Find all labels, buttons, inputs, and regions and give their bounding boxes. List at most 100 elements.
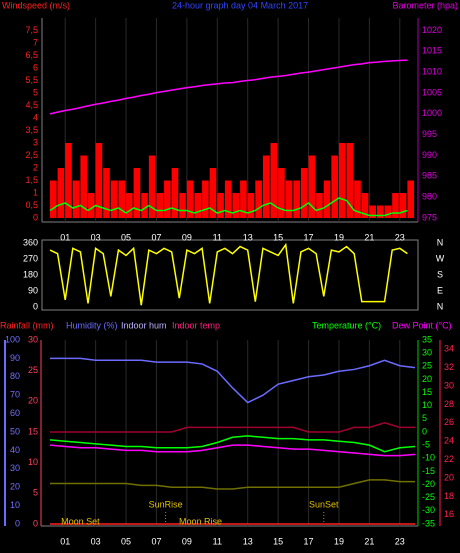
x-tick-label: 07 bbox=[151, 232, 161, 242]
bar bbox=[217, 193, 224, 218]
y-tick-label: 6 bbox=[33, 62, 38, 72]
x-tick-label: 21 bbox=[364, 536, 374, 546]
y-tick-label: 0 bbox=[33, 212, 38, 222]
bar bbox=[148, 155, 156, 218]
bar bbox=[186, 180, 194, 218]
series-line bbox=[49, 197, 408, 217]
x-tick-label: 15 bbox=[273, 536, 283, 546]
bar bbox=[369, 205, 376, 218]
bar bbox=[209, 168, 217, 218]
y-tick-label: 5 bbox=[33, 488, 38, 498]
bar bbox=[308, 155, 316, 218]
series-line bbox=[50, 479, 415, 490]
x-tick-label: 01 bbox=[60, 536, 70, 546]
y-tick-label: 10 bbox=[10, 500, 20, 510]
y-tick-label: 1010 bbox=[422, 67, 442, 77]
x-tick-label: 19 bbox=[334, 232, 344, 242]
y-tick-label: 4,5 bbox=[25, 100, 38, 110]
event-label: SunSet bbox=[309, 499, 339, 509]
x-tick-label: 13 bbox=[243, 536, 253, 546]
y-tick-label: 16 bbox=[444, 509, 454, 519]
x-tick-label: 03 bbox=[91, 536, 101, 546]
legend-label: Humidity (%) bbox=[66, 320, 118, 330]
y-tick-label: 40 bbox=[10, 445, 20, 455]
bar bbox=[57, 168, 65, 218]
x-tick-label: 13 bbox=[243, 232, 253, 242]
y-tick-label: 60 bbox=[10, 408, 20, 418]
y-tick-label: 5 bbox=[33, 87, 38, 97]
bar bbox=[346, 143, 354, 218]
series-line bbox=[50, 422, 415, 433]
y-tick-label: 20 bbox=[28, 396, 38, 406]
y-tick-label: 30 bbox=[422, 348, 432, 358]
y-tick-label: -5 bbox=[422, 440, 430, 450]
y-tick-label: 34 bbox=[444, 344, 454, 354]
bar bbox=[247, 193, 255, 218]
y-tick-label: 1,5 bbox=[25, 175, 38, 185]
bar bbox=[240, 180, 247, 218]
y-tick-label: 180 bbox=[23, 269, 38, 279]
y-tick-label: 985 bbox=[422, 171, 437, 181]
bar bbox=[65, 143, 72, 218]
y-tick-label: 7 bbox=[33, 37, 38, 47]
y-tick-label: 20 bbox=[444, 472, 454, 482]
y-tick-label: -30 bbox=[422, 505, 435, 515]
bar bbox=[293, 180, 300, 218]
bar bbox=[399, 193, 407, 218]
y2-tick-label: N bbox=[437, 301, 444, 311]
x-tick-label: 17 bbox=[304, 536, 314, 546]
y-tick-label: 6,5 bbox=[25, 50, 38, 60]
bar bbox=[323, 180, 331, 218]
y-tick-label: -20 bbox=[422, 479, 435, 489]
panel-frame bbox=[41, 239, 419, 311]
x-tick-label: 23 bbox=[395, 232, 405, 242]
y-tick-label: 360 bbox=[23, 237, 38, 247]
y2-tick-label: S bbox=[437, 269, 443, 279]
x-tick-label: 17 bbox=[304, 232, 314, 242]
y-tick-label: 30 bbox=[28, 334, 38, 344]
x-tick-label: 09 bbox=[182, 232, 192, 242]
bar bbox=[392, 193, 399, 218]
x-tick-label: 21 bbox=[364, 232, 374, 242]
y-tick-label: -35 bbox=[422, 518, 435, 528]
y-tick-label: 90 bbox=[10, 353, 20, 363]
bar bbox=[270, 143, 278, 218]
y-tick-label: 50 bbox=[10, 426, 20, 436]
x-tick-label: 05 bbox=[121, 536, 131, 546]
bar bbox=[164, 180, 171, 218]
y-tick-label: 270 bbox=[23, 253, 38, 263]
y-tick-label: 1 bbox=[33, 187, 38, 197]
bar bbox=[232, 193, 240, 218]
series-line bbox=[49, 444, 416, 457]
bar bbox=[110, 180, 118, 218]
y-tick-label: 70 bbox=[10, 390, 20, 400]
bar bbox=[338, 143, 346, 218]
event-label: Moon Rise bbox=[179, 516, 222, 526]
legend-label: Dew Point (°C) bbox=[392, 320, 452, 330]
y-tick-label: 0 bbox=[33, 301, 38, 311]
y-tick-label: 10 bbox=[28, 457, 38, 467]
y-tick-label: 25 bbox=[28, 365, 38, 375]
bar bbox=[361, 193, 369, 218]
y-tick-label: 18 bbox=[444, 491, 454, 501]
y2-tick-label: W bbox=[436, 253, 445, 263]
y-tick-label: -15 bbox=[422, 466, 435, 476]
y-tick-label: 1000 bbox=[422, 108, 442, 118]
y-tick-label: 32 bbox=[444, 362, 454, 372]
y2-axis-label: Barometer (hpa) bbox=[392, 0, 458, 10]
y-tick-label: 980 bbox=[422, 192, 437, 202]
y-tick-label: 15 bbox=[28, 426, 38, 436]
x-tick-label: 11 bbox=[213, 232, 222, 242]
legend-label: Indoor hum bbox=[121, 320, 167, 330]
y2-tick-label: E bbox=[437, 285, 443, 295]
bar bbox=[95, 143, 103, 218]
y-tick-label: 1005 bbox=[422, 87, 442, 97]
y-axis-label: Windspeed (m/s) bbox=[2, 0, 70, 10]
series-line bbox=[49, 435, 416, 453]
y-tick-label: 25 bbox=[422, 361, 432, 371]
event-label: Moon Set bbox=[61, 516, 100, 526]
y-tick-label: 2,5 bbox=[25, 150, 38, 160]
bar bbox=[141, 193, 148, 218]
bar bbox=[118, 180, 126, 218]
